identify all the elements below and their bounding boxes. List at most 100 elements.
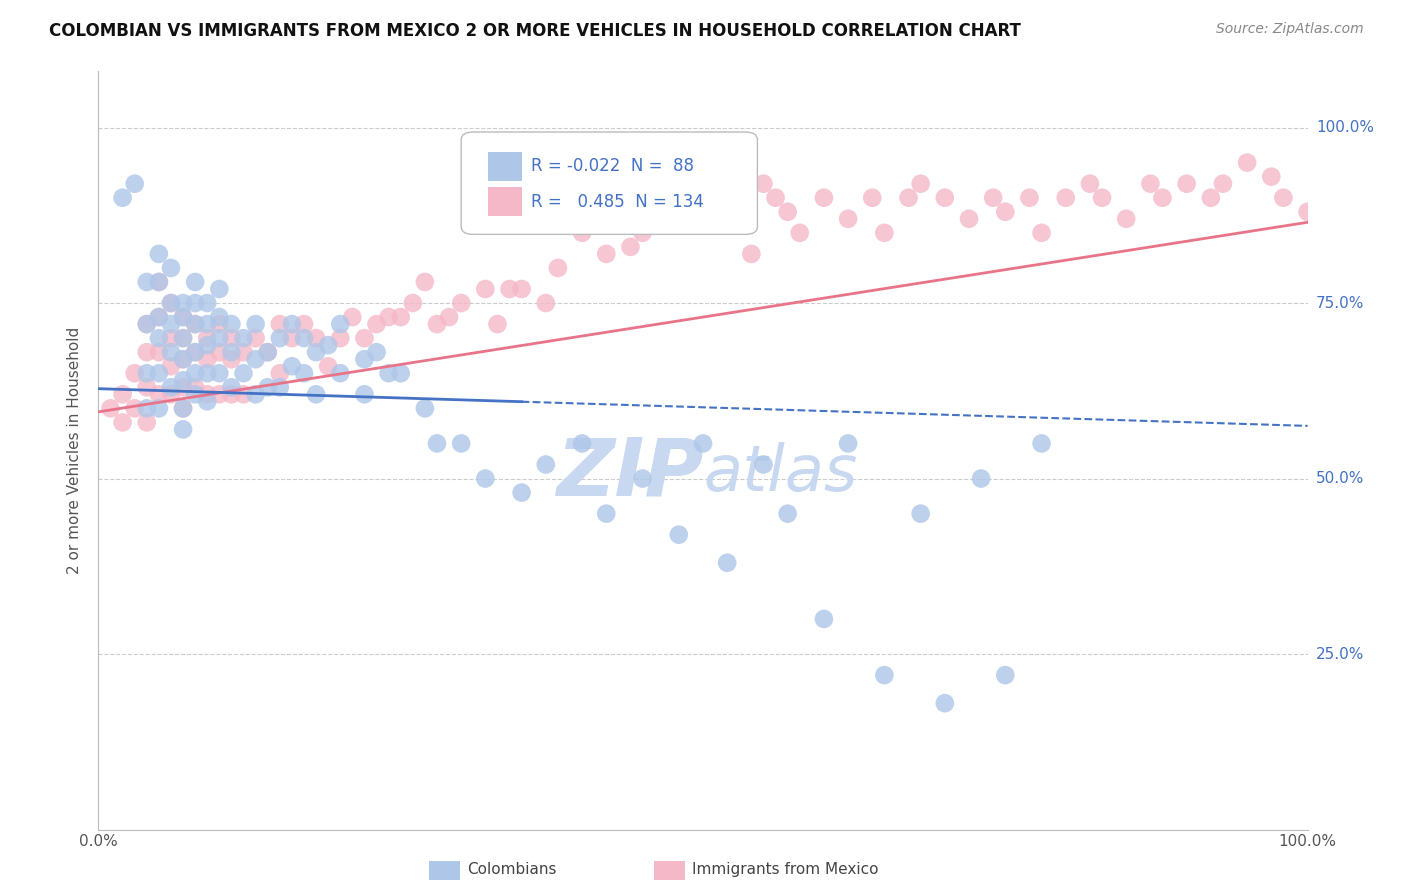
Point bbox=[389, 366, 412, 380]
Point bbox=[668, 527, 690, 541]
Point bbox=[160, 359, 183, 374]
Point bbox=[172, 331, 194, 345]
Point bbox=[510, 485, 533, 500]
Point bbox=[135, 317, 157, 331]
Point bbox=[232, 331, 254, 345]
Point bbox=[1212, 177, 1234, 191]
Point bbox=[450, 436, 472, 450]
Point bbox=[148, 275, 170, 289]
Point bbox=[208, 317, 231, 331]
Point bbox=[292, 366, 315, 380]
Point bbox=[776, 204, 799, 219]
Point bbox=[172, 373, 194, 387]
Point bbox=[813, 191, 835, 205]
Point bbox=[160, 380, 183, 394]
Point bbox=[413, 401, 436, 416]
Point bbox=[474, 282, 496, 296]
Point bbox=[221, 331, 243, 345]
Y-axis label: 2 or more Vehicles in Household: 2 or more Vehicles in Household bbox=[67, 326, 83, 574]
Point bbox=[316, 359, 339, 374]
Text: Colombians: Colombians bbox=[467, 863, 557, 877]
Point bbox=[1091, 191, 1114, 205]
Point bbox=[402, 296, 425, 310]
Text: 100.0%: 100.0% bbox=[1316, 120, 1374, 135]
Point bbox=[269, 317, 291, 331]
Point bbox=[111, 387, 134, 401]
Point bbox=[184, 275, 207, 289]
Point bbox=[160, 260, 183, 275]
Point bbox=[1018, 191, 1040, 205]
Point bbox=[547, 260, 569, 275]
Point bbox=[305, 345, 328, 359]
Text: COLOMBIAN VS IMMIGRANTS FROM MEXICO 2 OR MORE VEHICLES IN HOUSEHOLD CORRELATION : COLOMBIAN VS IMMIGRANTS FROM MEXICO 2 OR… bbox=[49, 22, 1021, 40]
Point bbox=[873, 226, 896, 240]
Point bbox=[910, 507, 932, 521]
Point bbox=[860, 191, 883, 205]
Point bbox=[692, 204, 714, 219]
Point bbox=[184, 317, 207, 331]
Point bbox=[135, 366, 157, 380]
Point bbox=[160, 387, 183, 401]
Point bbox=[377, 366, 399, 380]
Point bbox=[716, 556, 738, 570]
Point bbox=[329, 331, 352, 345]
Point bbox=[208, 345, 231, 359]
Point bbox=[765, 191, 787, 205]
Point bbox=[269, 366, 291, 380]
Point bbox=[1139, 177, 1161, 191]
Point bbox=[148, 310, 170, 324]
Point bbox=[256, 345, 278, 359]
Point bbox=[160, 296, 183, 310]
Point bbox=[148, 345, 170, 359]
Point bbox=[172, 380, 194, 394]
FancyBboxPatch shape bbox=[488, 152, 522, 180]
Point bbox=[981, 191, 1004, 205]
Point bbox=[221, 345, 243, 359]
Point bbox=[486, 317, 509, 331]
Point bbox=[413, 275, 436, 289]
Point bbox=[450, 296, 472, 310]
Point bbox=[631, 226, 654, 240]
Point bbox=[135, 380, 157, 394]
Point bbox=[124, 366, 146, 380]
Point bbox=[776, 507, 799, 521]
Point bbox=[281, 359, 304, 374]
Point bbox=[172, 331, 194, 345]
Point bbox=[571, 226, 593, 240]
Point bbox=[353, 387, 375, 401]
Point bbox=[269, 380, 291, 394]
Text: atlas: atlas bbox=[703, 442, 858, 504]
Text: 75.0%: 75.0% bbox=[1316, 295, 1364, 310]
Point bbox=[655, 191, 678, 205]
Point bbox=[1260, 169, 1282, 184]
Point bbox=[752, 458, 775, 472]
Point bbox=[1175, 177, 1198, 191]
Point bbox=[1199, 191, 1222, 205]
Point bbox=[208, 310, 231, 324]
Point bbox=[595, 507, 617, 521]
Point bbox=[316, 338, 339, 352]
Point bbox=[195, 317, 218, 331]
Point bbox=[124, 401, 146, 416]
Point bbox=[245, 387, 267, 401]
Point bbox=[679, 177, 702, 191]
Point bbox=[135, 416, 157, 430]
Point bbox=[353, 352, 375, 367]
Point bbox=[148, 310, 170, 324]
Point bbox=[474, 471, 496, 485]
Point bbox=[221, 387, 243, 401]
Point bbox=[195, 296, 218, 310]
Point bbox=[124, 177, 146, 191]
Point bbox=[305, 387, 328, 401]
Point bbox=[208, 387, 231, 401]
Point bbox=[148, 247, 170, 261]
Point bbox=[148, 387, 170, 401]
Point bbox=[813, 612, 835, 626]
Point bbox=[172, 352, 194, 367]
Point bbox=[1054, 191, 1077, 205]
Point bbox=[208, 331, 231, 345]
Point bbox=[377, 310, 399, 324]
Point bbox=[148, 331, 170, 345]
Point bbox=[195, 352, 218, 367]
Point bbox=[716, 191, 738, 205]
